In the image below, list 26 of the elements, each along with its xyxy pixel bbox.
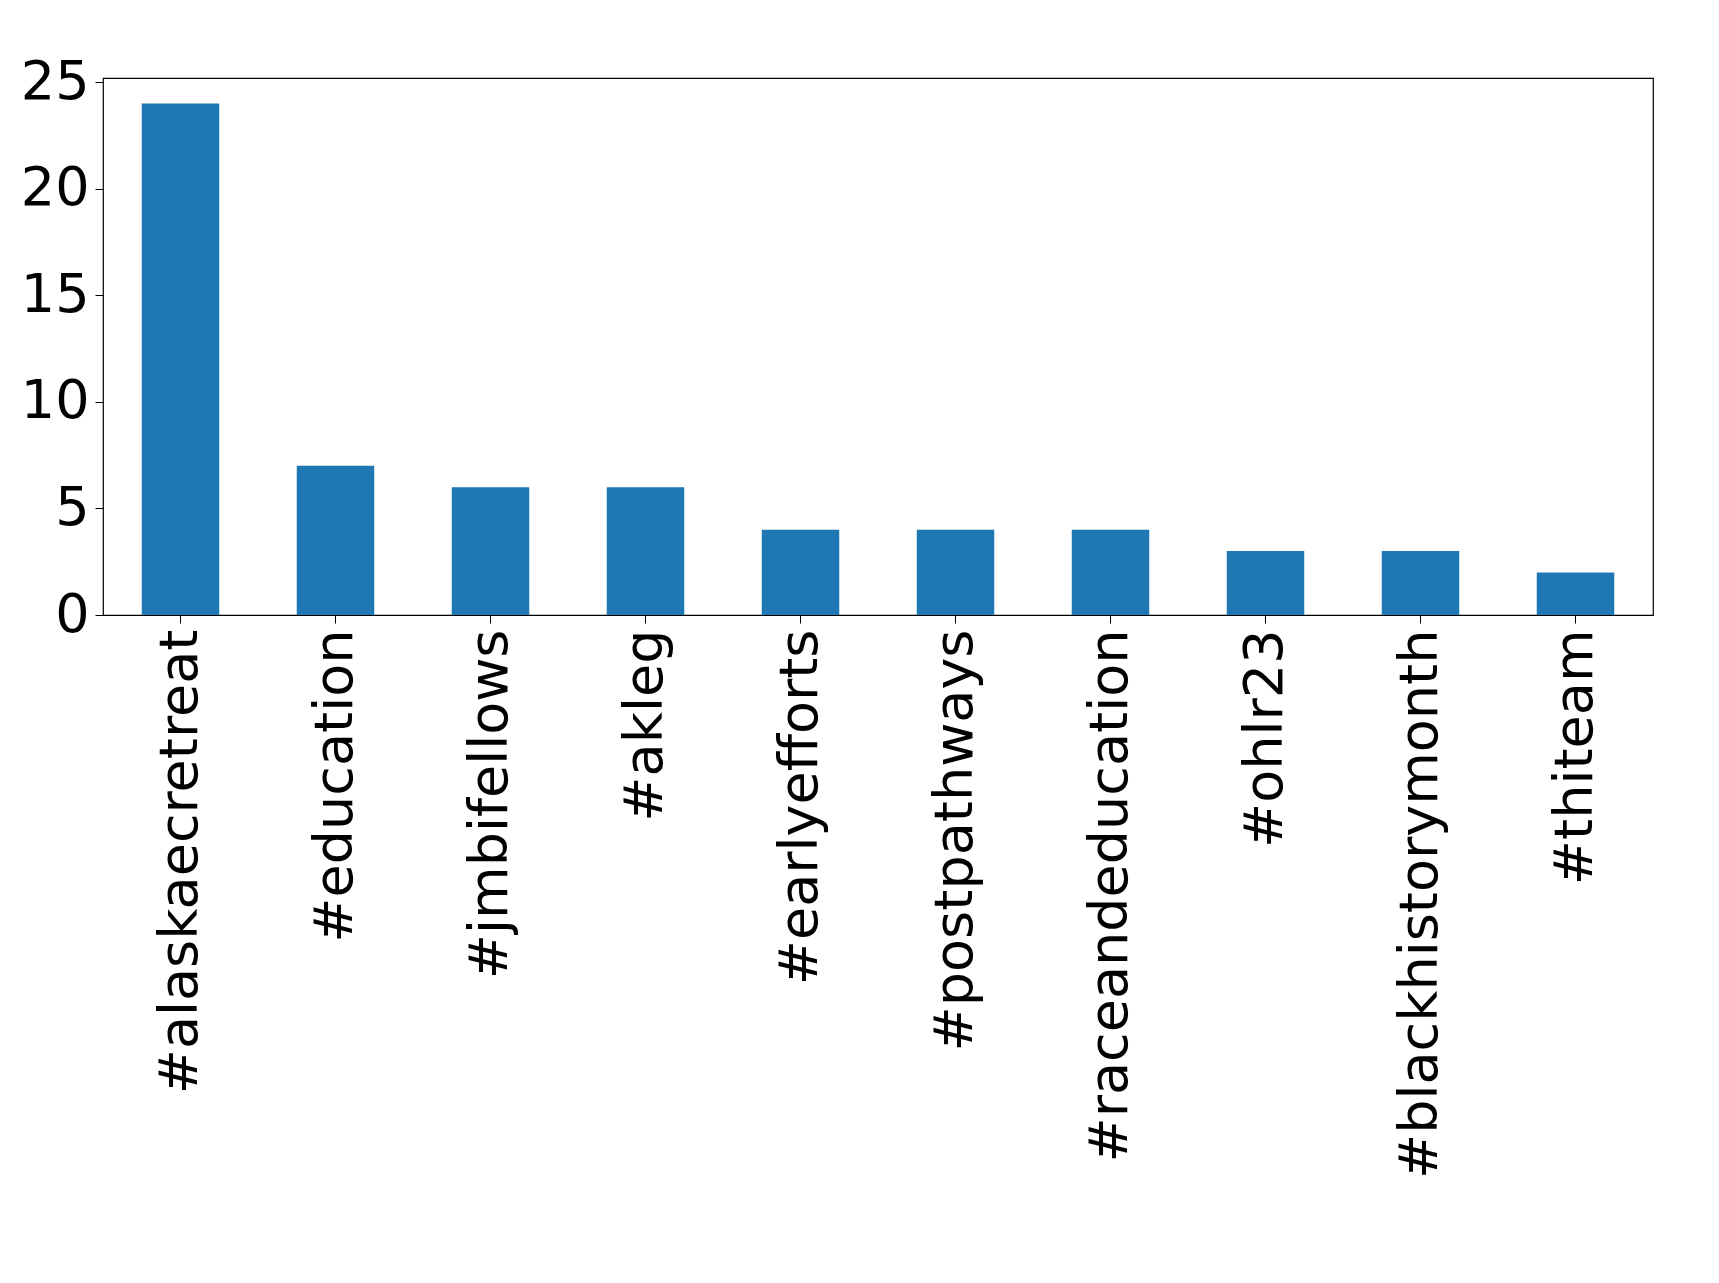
x-tick-label: #blackhistorymonth: [1386, 629, 1450, 1180]
x-tick-label: #thiteam: [1541, 629, 1605, 886]
x-tick-label: #postpathways: [921, 629, 985, 1052]
y-tick-label: 10: [20, 368, 90, 432]
x-tick-label: #alaskaecretreat: [146, 629, 210, 1095]
y-tick-label: 25: [20, 48, 90, 112]
bar: [1071, 529, 1150, 615]
bar: [761, 529, 840, 615]
bar: [1536, 572, 1615, 615]
y-tick-label: 15: [20, 261, 90, 325]
x-tick-label: #earlyefforts: [766, 629, 830, 986]
x-tick-label: #jmbifellows: [456, 629, 520, 980]
x-tick-label: #education: [301, 629, 365, 943]
bar: [606, 487, 685, 615]
y-tick-label: 20: [20, 155, 90, 219]
x-tick-label: #akleg: [611, 629, 675, 822]
y-tick-label: 5: [55, 474, 90, 538]
bar: [916, 529, 995, 615]
bar: [141, 103, 220, 615]
x-tick-label: #ohlr23: [1231, 629, 1295, 848]
bar: [1226, 551, 1305, 615]
bar: [296, 465, 375, 615]
y-tick-label: 0: [55, 581, 90, 645]
bar: [451, 487, 530, 615]
x-tick-label: #raceandeducation: [1076, 629, 1140, 1163]
bar: [1381, 551, 1460, 615]
